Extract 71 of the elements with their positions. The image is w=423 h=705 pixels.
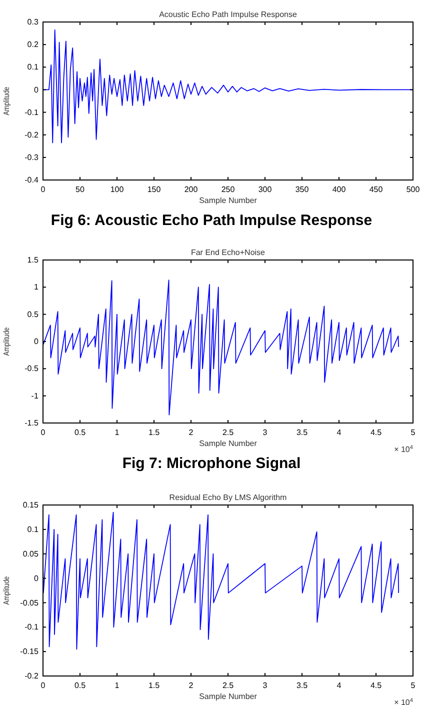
x-tick-label: 0.5	[74, 428, 86, 437]
x-tick-label: 0	[40, 680, 46, 690]
x-tick-label: 4	[336, 680, 342, 690]
y-tick-label: 0	[34, 337, 39, 346]
x-tick-label: 4.5	[370, 428, 382, 437]
x-tick-label: 2	[188, 680, 194, 690]
y-tick-label: 1.5	[27, 256, 39, 265]
x-tick-label: 400	[332, 184, 346, 194]
x-tick-label: 300	[258, 184, 272, 194]
y-tick-label: -0.2	[24, 672, 39, 681]
x-tick-label: 2.5	[222, 680, 234, 690]
y-tick-label: 0	[34, 574, 39, 583]
y-tick-label: -1	[31, 391, 39, 400]
x-axis-title: Sample Number	[199, 692, 258, 701]
x-tick-label: 1	[114, 680, 120, 690]
line-series	[42, 512, 400, 650]
y-tick-label: -1.5	[24, 418, 39, 428]
y-tick-label: 0.1	[27, 524, 39, 534]
x-tick-label: 350	[295, 184, 310, 194]
chart-title: Residual Echo By LMS Algorithm	[169, 493, 288, 502]
x-tick-label: 0	[40, 428, 46, 437]
x-tick-label: 150	[147, 184, 162, 194]
x-tick-label: 2	[188, 428, 194, 437]
y-tick-label: -0.15	[20, 647, 39, 656]
text: × 10$^{4}$	[394, 698, 413, 705]
x-tick-label: 100	[110, 184, 124, 194]
x-tick-label: 500	[406, 184, 420, 194]
y-tick-label: -0.05	[20, 598, 39, 608]
y-axis-title: Amplitude	[1, 327, 12, 356]
x-tick-label: 4.5	[370, 680, 382, 690]
y-tick-label: 0.1	[27, 62, 39, 72]
x-axis-title: Sample Number	[199, 196, 258, 205]
chart-title: Acoustic Echo Path Impulse Response	[159, 10, 298, 19]
y-tick-label: 0.05	[22, 549, 39, 558]
x-tick-label: 3.5	[296, 680, 308, 690]
x-tick-label: 0	[40, 184, 46, 194]
y-axis-title: Amplitude	[1, 86, 12, 116]
x-tick-label: 450	[369, 184, 384, 194]
x-tick-label: 3	[262, 680, 268, 690]
y-tick-label: 0.2	[27, 40, 39, 50]
x-tick-label: 5	[410, 680, 416, 690]
chart-title: Far End Echo+Noise	[190, 248, 266, 257]
x-tick-label: 3.5	[296, 428, 308, 437]
text: × 10$^{4}$	[394, 445, 413, 454]
y-tick-label: 0	[34, 85, 39, 94]
y-tick-label: -0.2	[24, 130, 39, 140]
x-tick-label: 3	[262, 428, 268, 437]
x-tick-label: 200	[184, 184, 198, 194]
x-tick-label: 1.5	[148, 428, 160, 437]
y-axis-title: Amplitude	[1, 576, 12, 605]
caption: Fig 7: Microphone Signal	[122, 455, 301, 472]
x-tick-label: 50	[76, 184, 85, 194]
y-tick-label: -0.1	[24, 108, 39, 117]
x-tick-label: 5	[410, 428, 416, 437]
y-tick-label: 1	[34, 282, 39, 292]
y-tick-label: -0.4	[24, 176, 39, 185]
caption: Fig 6: Acoustic Echo Path Impulse Response	[50, 212, 372, 229]
x-axis-title: Sample Number	[199, 439, 258, 448]
y-tick-label: -0.5	[24, 364, 39, 374]
x-tick-label: 1	[114, 428, 120, 437]
x-tick-label: 250	[221, 184, 236, 194]
y-tick-label: -0.3	[24, 152, 39, 162]
x-tick-label: 4	[336, 428, 342, 437]
x-tick-label: 2.5	[222, 428, 234, 437]
y-tick-label: -0.1	[24, 622, 39, 632]
x-tick-label: 1.5	[148, 680, 160, 690]
x-tick-label: 0.5	[74, 680, 86, 690]
y-tick-label: 0.15	[22, 500, 39, 510]
line-series	[42, 280, 400, 416]
y-tick-label: 0.5	[27, 310, 39, 319]
y-tick-label: 0.3	[27, 18, 39, 27]
